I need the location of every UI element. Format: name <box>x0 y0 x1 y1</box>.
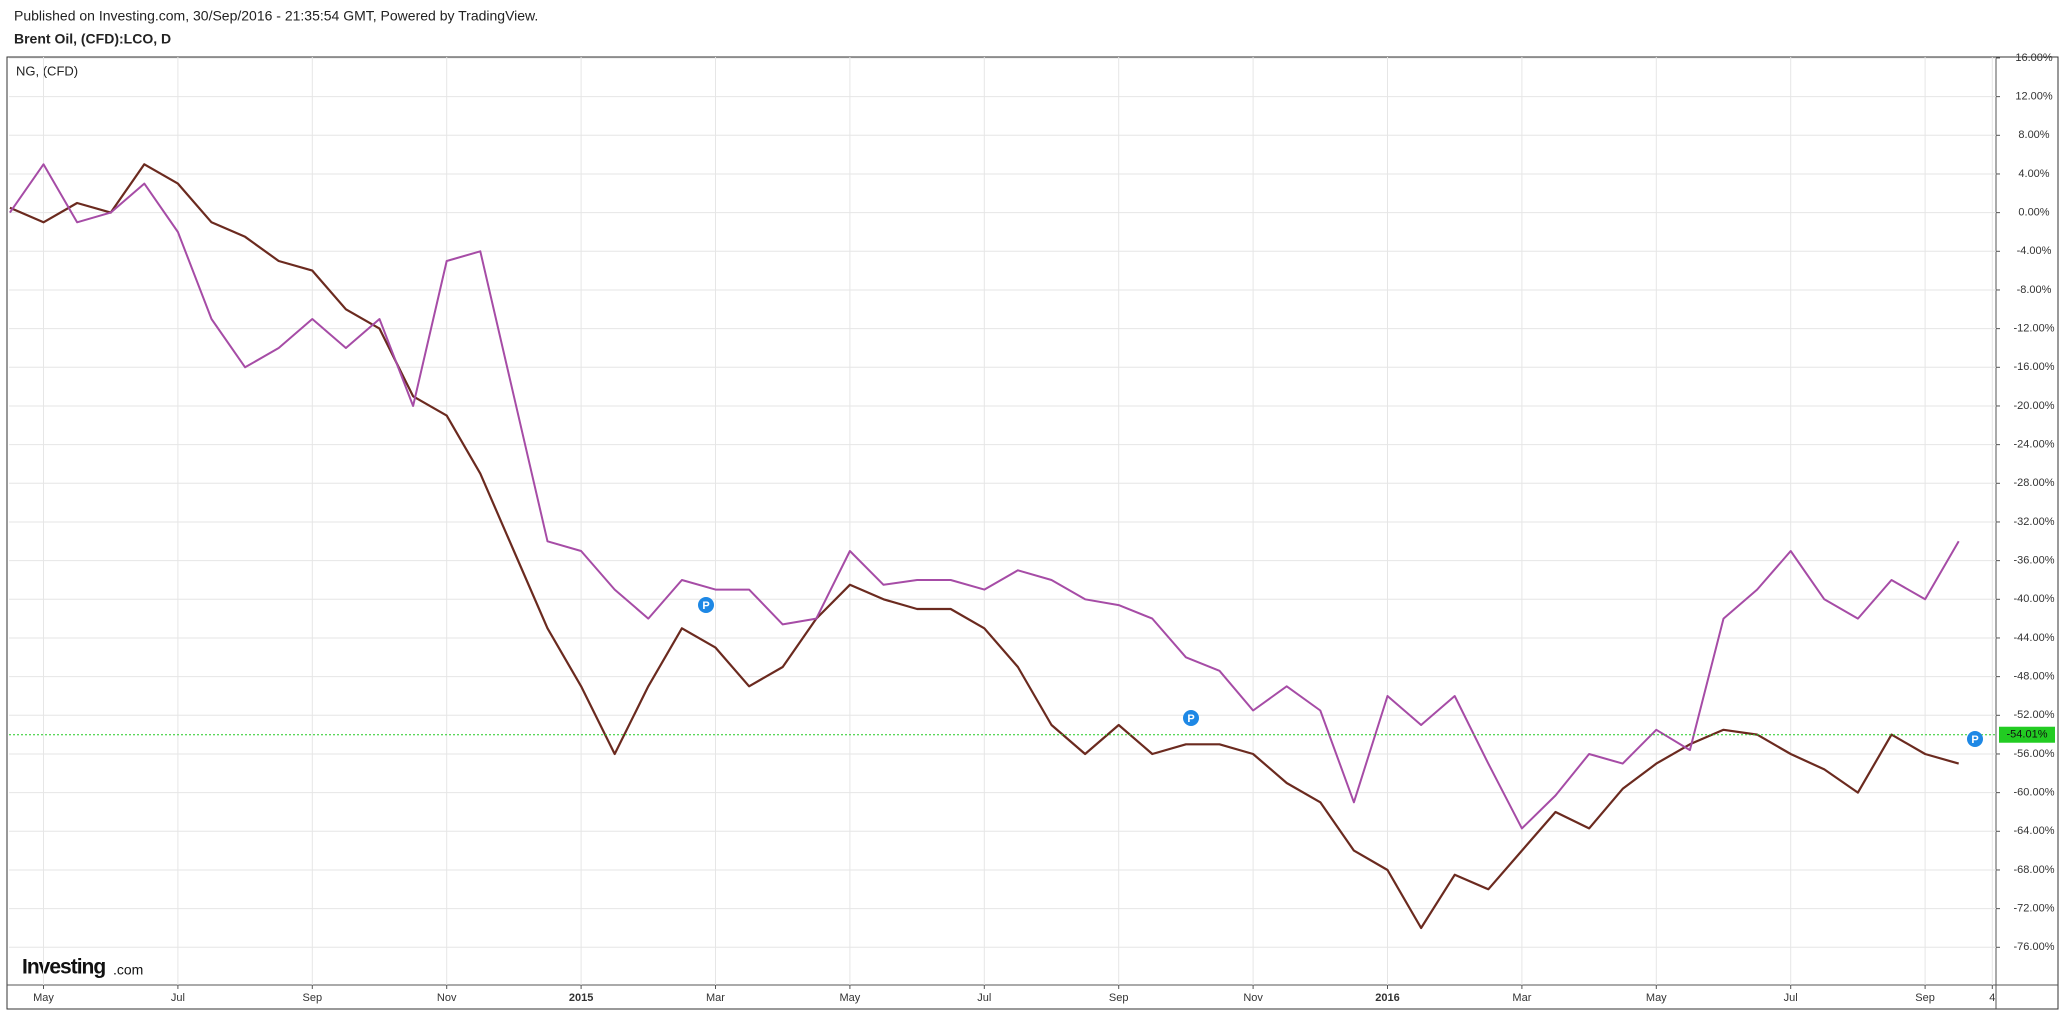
y-tick-label: -72.00% <box>2014 903 2055 915</box>
x-tick-label: Mar <box>706 992 725 1004</box>
logo-brand: Investing <box>22 956 105 979</box>
event-marker <box>1967 731 1983 747</box>
y-tick-label: -20.00% <box>2014 400 2055 412</box>
y-tick-label: 0.00% <box>2018 207 2049 219</box>
y-tick-label: 8.00% <box>2018 129 2049 141</box>
x-tick-label: Sep <box>1915 992 1935 1004</box>
event-marker-label: P <box>1971 734 1978 746</box>
y-tick-label: -8.00% <box>2017 284 2052 296</box>
y-tick-label: -32.00% <box>2014 516 2055 528</box>
x-tick-label: Mar <box>1512 992 1531 1004</box>
x-tick-label: Jul <box>1784 992 1798 1004</box>
y-tick-label: -48.00% <box>2014 671 2055 683</box>
y-tick-label: -60.00% <box>2014 787 2055 799</box>
event-marker-label: P <box>1187 713 1194 725</box>
y-tick-label: -56.00% <box>2014 748 2055 760</box>
x-tick-label: May <box>33 992 54 1004</box>
y-tick-label: -44.00% <box>2014 632 2055 644</box>
x-tick-label: Sep <box>1109 992 1129 1004</box>
event-marker <box>698 597 714 613</box>
y-tick-label: -28.00% <box>2014 477 2055 489</box>
compare-legend: NG, (CFD) <box>16 63 78 78</box>
x-tick-label: Nov <box>1243 992 1263 1004</box>
y-tick-label: -4.00% <box>2017 245 2052 257</box>
x-tick-label: Jul <box>977 992 991 1004</box>
y-tick-label: 16.00% <box>2015 52 2053 64</box>
y-tick-label: -52.00% <box>2014 709 2055 721</box>
y-tick-label: -64.00% <box>2014 825 2055 837</box>
series-line <box>9 163 1960 930</box>
series-line <box>9 163 1960 830</box>
y-tick-label: 12.00% <box>2015 91 2053 103</box>
published-note: Published on Investing.com, 30/Sep/2016 … <box>14 8 538 24</box>
grid <box>9 57 1996 985</box>
y-tick-label: -36.00% <box>2014 555 2055 567</box>
x-tick-label: 2016 <box>1375 992 1399 1004</box>
last-value-label: -54.01% <box>2007 729 2048 741</box>
y-tick-label: -16.00% <box>2014 361 2055 373</box>
x-tick-label: Sep <box>303 992 323 1004</box>
y-tick-label: -76.00% <box>2014 941 2055 953</box>
main-series-title: Brent Oil, (CFD):LCO, D <box>14 31 171 47</box>
y-tick-label: -24.00% <box>2014 439 2055 451</box>
event-marker <box>1183 710 1199 726</box>
x-tick-label: Nov <box>437 992 457 1004</box>
x-tick-label: 2015 <box>569 992 593 1004</box>
x-tick-label: Jul <box>171 992 185 1004</box>
logo-suffix: .com <box>113 962 143 978</box>
x-tick-label: 4 <box>1989 992 1995 1004</box>
y-tick-label: -68.00% <box>2014 864 2055 876</box>
chart-frame <box>6 56 2059 1010</box>
y-tick-label: 4.00% <box>2018 168 2049 180</box>
y-tick-label: -40.00% <box>2014 593 2055 605</box>
y-tick-label: -12.00% <box>2014 323 2055 335</box>
event-marker-label: P <box>702 600 709 612</box>
last-value-badge <box>1999 726 2055 743</box>
x-tick-label: May <box>840 992 861 1004</box>
x-tick-label: May <box>1646 992 1667 1004</box>
